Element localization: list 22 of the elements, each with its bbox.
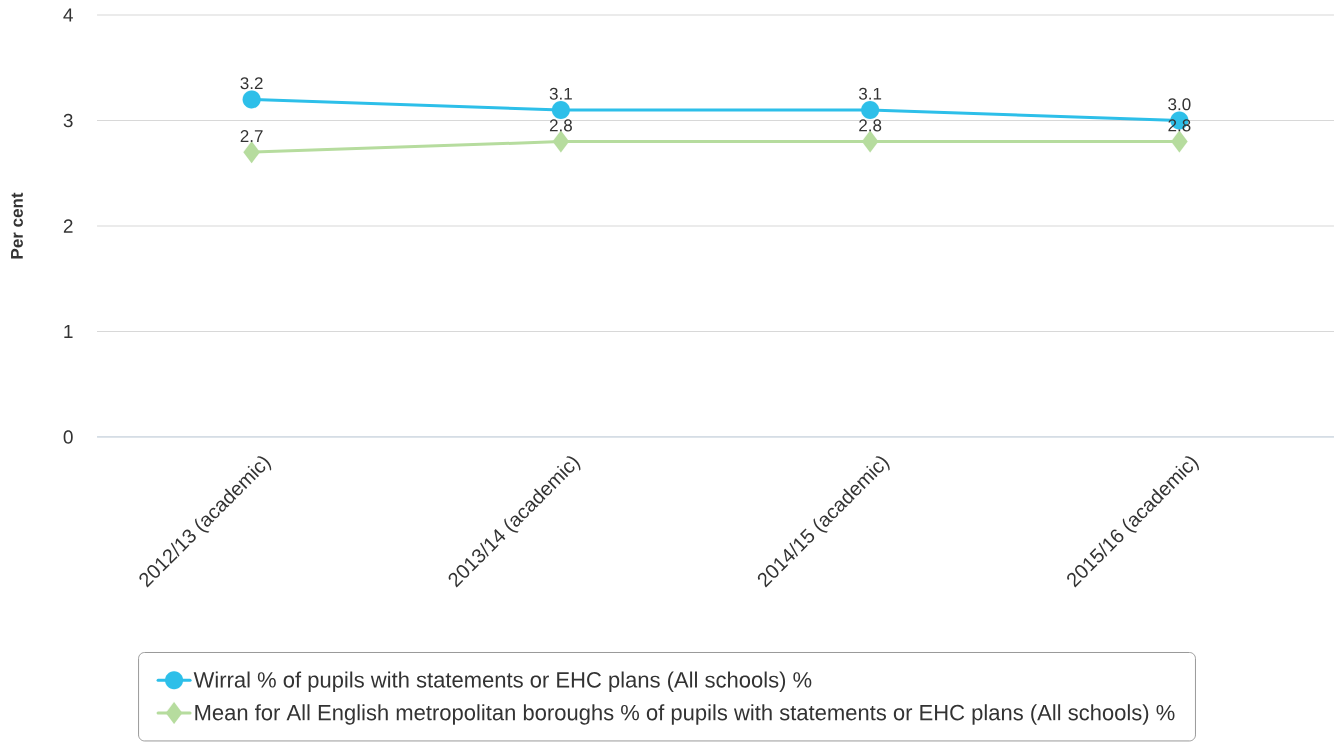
data-label: 3.1	[549, 87, 572, 100]
point	[242, 90, 261, 109]
point	[243, 141, 260, 164]
point	[861, 100, 880, 120]
legend-label: Mean for All English metropolitan boroughs % of pupils with statements or EHC plans (All schools) %	[195, 704, 1175, 725]
point	[551, 100, 570, 120]
y-tick-label: 3	[63, 113, 73, 128]
point	[552, 130, 570, 153]
legend-label: Wirral % of pupils with statements or EHC plans (All schools) %	[193, 671, 812, 693]
y-tick-label: 4	[63, 8, 73, 22]
y-tick-label: 2	[63, 219, 73, 233]
y-tick-label: 1	[64, 324, 73, 339]
data-label: 2.8	[859, 119, 882, 132]
data-label: 3.1	[858, 87, 882, 100]
y-axis-title: Per cent	[11, 192, 23, 259]
y-tick-label: 0	[63, 430, 73, 444]
data-label: 3.0	[1168, 98, 1191, 111]
data-label: 2.7	[240, 130, 263, 142]
data-label: 3.2	[240, 77, 263, 90]
point	[861, 130, 879, 153]
data-label: 2.8	[549, 119, 572, 132]
point	[1171, 130, 1188, 153]
